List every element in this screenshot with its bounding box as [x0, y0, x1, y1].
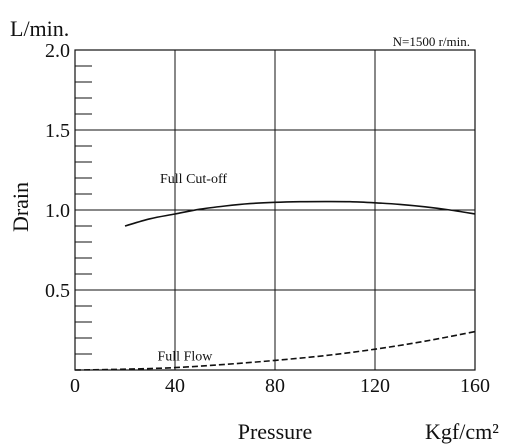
y-tick-label: 1.5: [45, 120, 70, 142]
series-line-full-flow: [74, 330, 476, 371]
x-tick-label: 80: [265, 375, 285, 397]
condition-note: N=1500 r/min.: [393, 34, 470, 49]
y-tick-label: 1.0: [45, 200, 70, 222]
y-tick-label: 0.5: [45, 280, 70, 302]
x-tick-labels: 0 40 80 120 160: [70, 375, 490, 397]
y-tick-label: 2.0: [45, 40, 70, 62]
x-tick-label: 0: [70, 375, 80, 397]
x-axis-label: Pressure: [238, 419, 313, 444]
x-tick-label: 120: [360, 375, 390, 397]
y-minor-ticks: [75, 65, 92, 355]
x-unit-label: Kgf/cm²: [425, 419, 499, 444]
x-tick-label: 160: [460, 375, 490, 397]
series-line-full-cut-off: [124, 200, 476, 227]
x-tick-label: 40: [165, 375, 185, 397]
series-layer: Full Cut-off Full Flow: [74, 172, 476, 371]
series-label-full-flow: Full Flow: [158, 349, 214, 364]
y-tick-labels: 0.5 1.0 1.5 2.0: [45, 40, 70, 302]
y-unit-label: L/min.: [10, 16, 69, 41]
plot-frame: [74, 49, 476, 371]
grid-lines: [75, 50, 475, 370]
y-axis-label: Drain: [8, 182, 33, 232]
series-label-full-cut-off: Full Cut-off: [160, 172, 227, 187]
